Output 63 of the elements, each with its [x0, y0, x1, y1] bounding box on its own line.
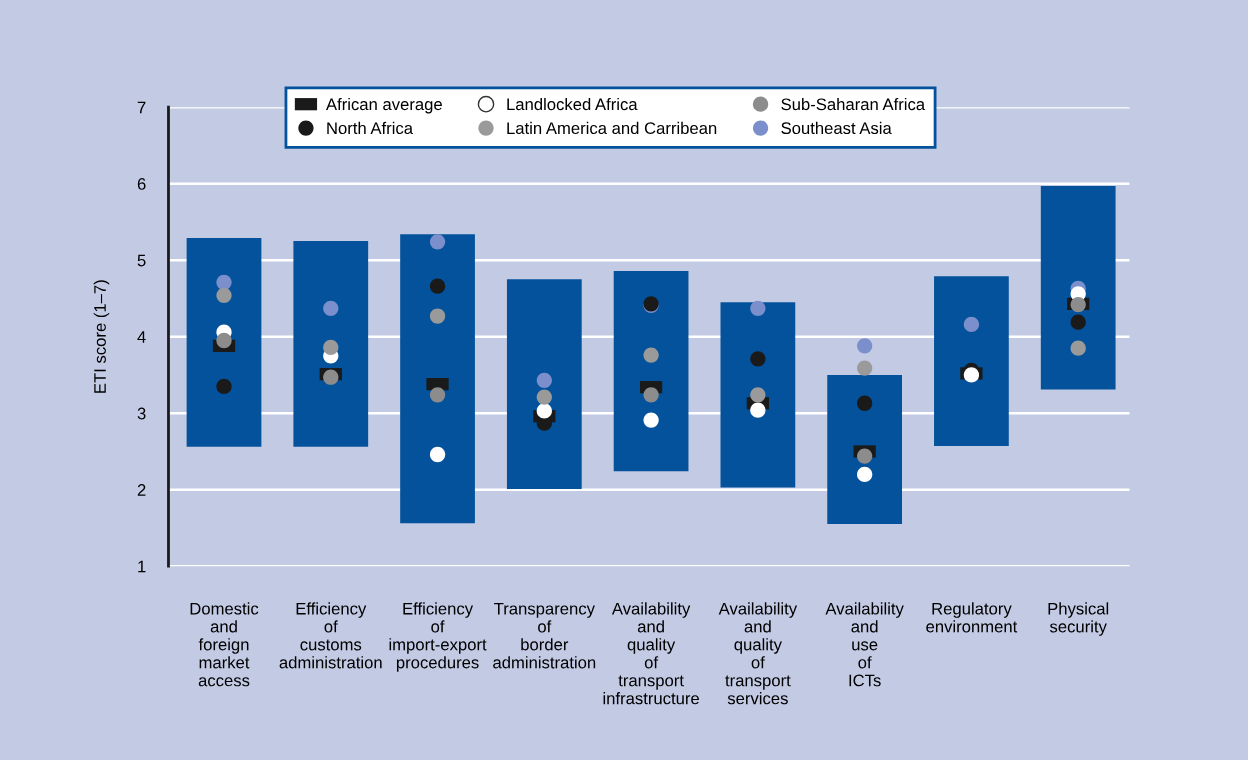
point	[323, 339, 339, 356]
bar	[720, 302, 796, 488]
point	[429, 278, 446, 294]
x-tick-label: Physical security	[1048, 602, 1109, 636]
bar	[1040, 185, 1116, 390]
y-axis-title: ETI score (1–7)	[93, 280, 110, 393]
bar	[293, 241, 369, 447]
point	[216, 287, 232, 304]
point	[750, 351, 766, 367]
point	[750, 402, 766, 418]
point	[857, 448, 873, 464]
point	[429, 234, 446, 250]
legend-label: Southeast Asia	[781, 121, 892, 135]
bar	[506, 279, 582, 489]
bar	[827, 374, 903, 525]
x-tick-label: Availability and use of ICTs	[825, 602, 904, 687]
point	[216, 274, 232, 290]
bar	[934, 276, 1009, 447]
point	[323, 369, 339, 385]
point	[750, 387, 766, 403]
point	[536, 372, 552, 388]
legend-label: Sub-Saharan Africa	[781, 97, 926, 111]
y-tick-label: 7	[137, 101, 146, 114]
point	[643, 347, 659, 363]
point	[857, 395, 873, 411]
point	[429, 446, 446, 463]
point	[1070, 296, 1086, 313]
point	[857, 338, 873, 354]
point	[216, 378, 232, 395]
point	[857, 360, 873, 376]
point	[963, 316, 980, 333]
legend-label: Latin America and Carribean	[507, 121, 717, 135]
y-tick-label: 1	[138, 560, 146, 573]
y-tick-label: 5	[137, 254, 146, 267]
point	[750, 300, 766, 317]
y-tick-label: 3	[137, 407, 146, 420]
bar	[186, 237, 262, 447]
point	[643, 412, 659, 428]
x-tick-label: Availability and quality of transport infrastructure	[603, 602, 699, 705]
bar	[400, 234, 475, 524]
y-tick-label: 2	[137, 484, 146, 496]
bar	[613, 270, 689, 472]
x-tick-label: Domestic and foreign market access	[190, 602, 259, 687]
point	[1070, 340, 1086, 356]
point	[857, 466, 873, 483]
y-tick-label: 4	[137, 331, 146, 343]
x-tick-label: Efficiency of import-export procedures	[389, 602, 487, 672]
point	[1070, 314, 1086, 330]
point	[429, 387, 446, 403]
point	[536, 389, 552, 405]
legend-label: North Africa	[327, 121, 414, 135]
x-tick-label: Transparency of border administration	[493, 602, 596, 669]
legend-label: African average	[325, 97, 442, 114]
x-tick-label: Availability and quality of transport services	[718, 602, 798, 705]
point	[429, 308, 446, 324]
x-tick-label: Efficiency of customs administration	[279, 602, 382, 669]
point	[536, 403, 552, 419]
point	[323, 300, 339, 317]
y-tick-label: 6	[137, 178, 146, 190]
point	[216, 332, 232, 349]
point	[643, 387, 659, 403]
x-tick-label: Regulatory environment	[926, 602, 1018, 633]
legend-label: Landlocked Africa	[507, 97, 638, 111]
